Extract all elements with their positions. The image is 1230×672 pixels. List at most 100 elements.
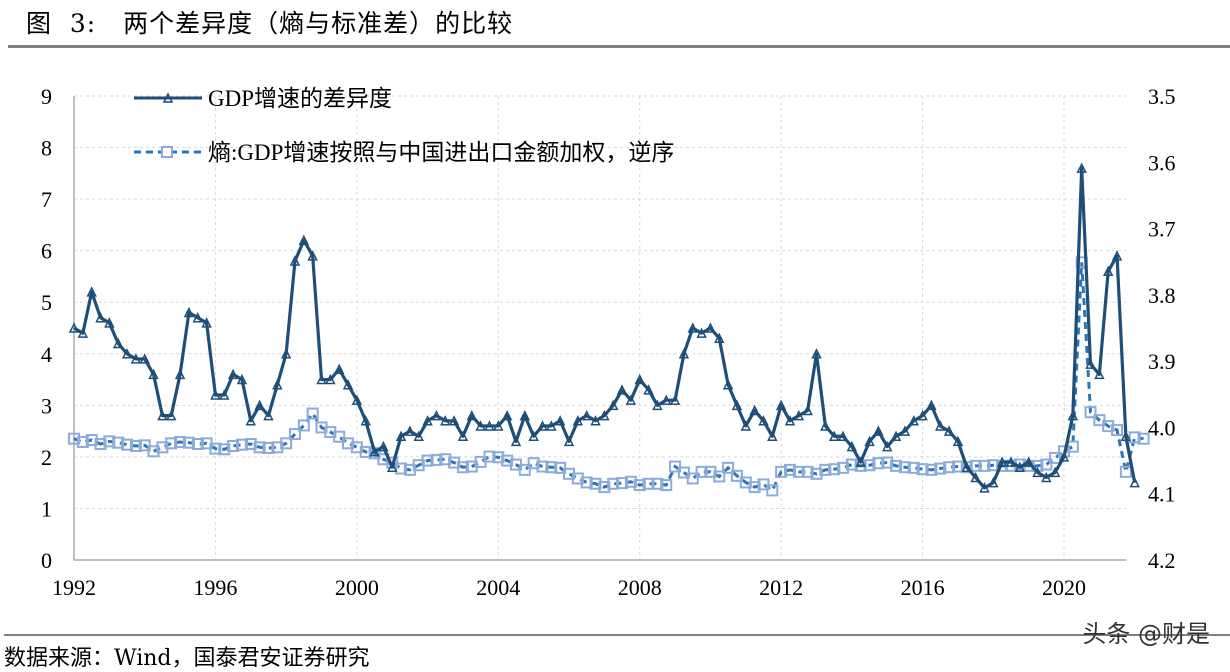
triangle-marker [316,373,327,385]
square-marker [943,461,956,474]
x-tick-label: 2016 [901,575,945,600]
legend: GDP增速的差异度 熵:GDP增速按照与中国进出口金额加权，逆序 [134,86,674,165]
square-marker [297,419,310,432]
square-marker [775,465,788,478]
square-marker [633,479,646,492]
square-marker [1111,424,1124,437]
triangle-marker [784,415,796,426]
triangle-marker [183,306,195,318]
square-marker [748,481,761,494]
triangle-marker [599,409,610,421]
gdp-divergence-series [68,162,1140,493]
triangle-marker [333,363,345,374]
triangle-marker [820,420,831,431]
source-divider [4,634,1230,636]
legend-label-entropy: 熵:GDP增速按照与中国进出口金额加权，逆序 [208,140,674,165]
triangle-marker [793,409,805,421]
square-marker [165,437,178,450]
square-marker [978,459,991,472]
square-marker [660,479,673,492]
square-marker [121,438,134,451]
triangle-marker [307,250,318,261]
triangle-marker [563,435,575,447]
triangle-marker [696,327,707,338]
triangle-marker [86,286,97,297]
triangle-marker [272,379,283,390]
left-tick-label: 4 [41,342,52,367]
triangle-marker [873,425,884,436]
square-marker [828,463,841,476]
triangle-marker [440,415,451,426]
triangle-marker [387,461,398,472]
triangle-marker [1094,368,1105,380]
triangle-marker [988,476,999,488]
triangle-marker [210,389,221,400]
square-marker [783,463,796,476]
square-marker [492,451,505,464]
square-marker [129,439,142,452]
left-tick-label: 0 [41,548,52,573]
square-marker [713,470,726,483]
left-tick-label: 6 [41,239,52,264]
square-marker [881,456,894,469]
triangle-marker [643,384,654,395]
triangle-marker [537,420,548,431]
left-tick-label: 7 [41,187,52,212]
triangle-marker [121,348,133,359]
data-source-note: 数据来源：Wind，国泰君安证券研究 [4,646,370,671]
triangle-marker [404,425,416,436]
triangle-marker [325,373,336,385]
left-tick-label: 2 [41,445,52,470]
watermark: 头条 @财是 [1082,620,1210,648]
left-tick-label: 3 [41,393,52,418]
triangle-marker [493,420,504,431]
left-tick-label: 9 [41,84,52,109]
square-marker [235,438,248,451]
square-marker [182,436,195,449]
triangle-marker [201,317,212,328]
square-marker [288,428,301,441]
triangle-marker [157,409,168,421]
square-marker [518,463,531,476]
triangle-marker [678,348,690,359]
square-marker [395,462,408,475]
triangle-marker [1041,471,1052,483]
square-marker [1049,451,1062,464]
square-marker [218,443,231,456]
triangle-marker [1014,461,1026,472]
triangle-marker [625,394,637,405]
triangle-marker [227,368,239,380]
triangle-marker [298,234,310,246]
chart: 0 1 2 3 4 5 6 7 8 9 3.5 3.6 3.7 3.8 3.9 4.0 4.1 4.2 1992… [41,84,1176,600]
triangle-marker [457,430,469,442]
x-axis-ticks: 1992 1996 2000 2004 2008 2012 2016 2020 [52,575,1086,600]
right-y-axis-ticks: 3.5 3.6 3.7 3.8 3.9 4.0 4.1 4.2 [1148,84,1176,573]
square-marker [907,461,920,474]
triangle-marker [828,430,840,442]
square-marker [430,453,443,466]
triangle-marker [979,482,990,493]
square-marker [951,460,964,473]
triangle-marker [908,415,919,426]
square-marker [766,484,779,497]
triangle-marker [1067,409,1079,421]
triangle-marker [1111,250,1123,261]
triangle-marker [731,399,743,411]
square-marker [589,477,602,490]
square-marker [68,432,80,445]
triangle-marker [148,368,159,380]
triangle-marker [501,409,513,421]
triangle-marker [581,409,592,421]
square-marker [837,461,850,474]
triangle-marker [130,353,142,364]
square-marker [624,475,637,488]
square-marker [1040,458,1053,471]
square-marker [1084,406,1097,419]
square-marker [342,437,355,450]
left-tick-label: 8 [41,136,52,161]
triangle-marker [395,430,407,442]
gridlines [74,95,1126,560]
triangle-marker [705,322,716,333]
square-marker [872,457,885,470]
triangle-marker [192,312,203,323]
